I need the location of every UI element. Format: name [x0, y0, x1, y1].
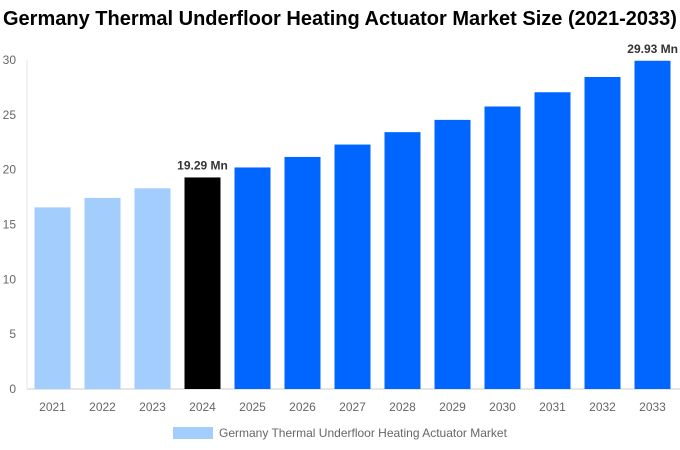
bar[interactable] [434, 119, 471, 390]
y-tick-label: 30 [3, 53, 17, 67]
y-tick-label: 10 [3, 272, 17, 286]
x-tick-label: 2028 [389, 400, 416, 414]
bar[interactable] [534, 92, 571, 389]
legend[interactable]: Germany Thermal Underfloor Heating Actua… [173, 426, 507, 440]
bar[interactable] [84, 197, 121, 389]
x-tick-label: 2026 [289, 400, 316, 414]
data-label: 19.29 Mn [177, 158, 228, 172]
bar[interactable] [334, 144, 371, 389]
x-tick-label: 2021 [39, 400, 66, 414]
bar[interactable] [34, 207, 71, 389]
x-tick-label: 2031 [539, 400, 566, 414]
bar[interactable] [284, 156, 321, 389]
bar[interactable] [634, 60, 671, 389]
y-tick-label: 15 [3, 218, 17, 232]
x-tick-label: 2025 [239, 400, 266, 414]
x-tick-label: 2032 [589, 400, 616, 414]
bar[interactable] [484, 106, 521, 390]
x-tick-label: 2033 [639, 400, 666, 414]
y-tick-label: 20 [3, 163, 17, 177]
bar[interactable] [584, 76, 621, 389]
data-label: 29.93 Mn [627, 42, 678, 56]
chart-title: Germany Thermal Underfloor Heating Actua… [3, 8, 677, 30]
bar[interactable] [134, 188, 171, 389]
y-tick-label: 0 [9, 382, 16, 396]
legend-label: Germany Thermal Underfloor Heating Actua… [219, 426, 507, 440]
bar[interactable] [184, 177, 221, 389]
legend-swatch [173, 427, 213, 439]
bar[interactable] [384, 132, 421, 390]
x-tick-label: 2029 [439, 400, 466, 414]
bar[interactable] [234, 167, 271, 389]
y-tick-label: 5 [9, 327, 16, 341]
x-tick-label: 2030 [489, 400, 516, 414]
x-tick-label: 2024 [189, 400, 216, 414]
x-tick-label: 2027 [339, 400, 366, 414]
x-tick-label: 2022 [89, 400, 116, 414]
y-tick-label: 25 [3, 108, 17, 122]
x-tick-label: 2023 [139, 400, 166, 414]
